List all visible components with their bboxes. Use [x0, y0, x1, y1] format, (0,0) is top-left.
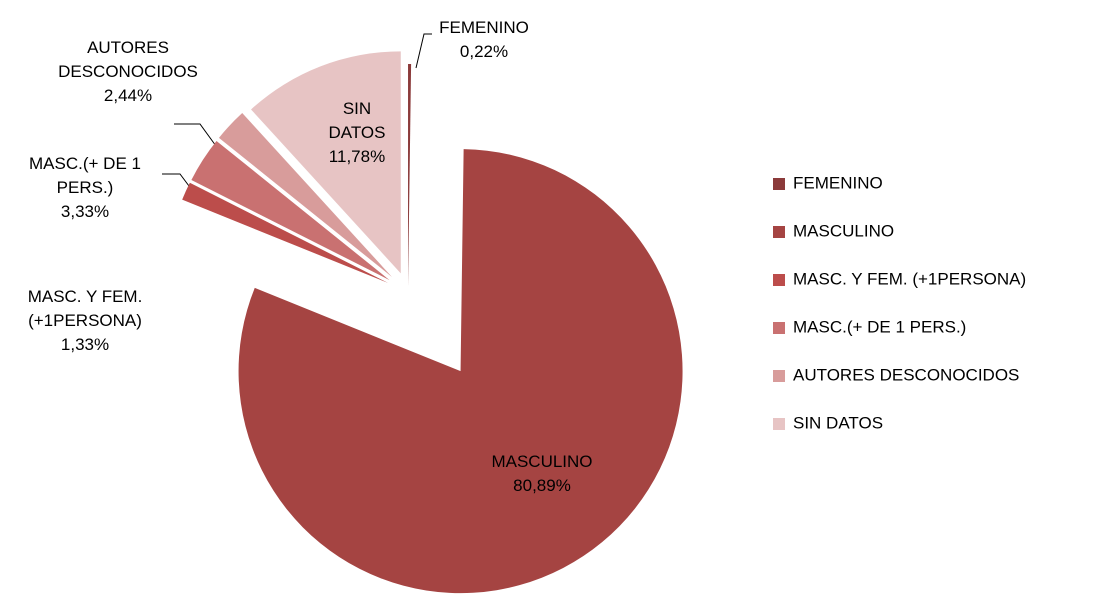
legend-swatch: [773, 322, 785, 334]
data-label-value: 1,33%: [60, 335, 110, 354]
data-label-value: 3,33%: [60, 202, 110, 221]
pie-slice: [182, 182, 388, 283]
legend-swatch: [773, 178, 785, 190]
legend-swatch: [773, 226, 785, 238]
data-label: AUTORES DESCONOCIDOS 2,44%: [28, 36, 228, 108]
legend-swatch: [773, 370, 785, 382]
legend-label: AUTORES DESCONOCIDOS: [793, 365, 1019, 384]
legend-label: MASCULINO: [793, 221, 894, 240]
data-label-name: MASCULINO: [491, 452, 593, 471]
data-label-name: FEMENINO: [439, 18, 529, 37]
leader-line: [415, 33, 432, 69]
data-label-name: AUTORES DESCONOCIDOS: [58, 38, 198, 81]
data-label: FEMENINO 0,22%: [434, 16, 534, 64]
leader-line: [174, 123, 217, 147]
data-label-value: 0,22%: [459, 42, 509, 61]
legend-label: MASC.(+ DE 1 PERS.): [793, 317, 966, 336]
legend-swatch: [773, 274, 785, 286]
pie-slice: [408, 64, 412, 287]
legend-label: FEMENINO: [793, 173, 883, 192]
pie-slice: [238, 149, 683, 594]
legend-swatch: [773, 418, 785, 430]
data-label-name: SIN DATOS: [328, 99, 386, 142]
data-label: SIN DATOS 11,78%: [317, 97, 397, 169]
data-label: MASC.(+ DE 1 PERS.) 3,33%: [5, 152, 165, 224]
data-label-value: 11,78%: [328, 147, 386, 166]
legend-label: MASC. Y FEM. (+1PERSONA): [793, 269, 1026, 288]
data-label-name: MASC.(+ DE 1 PERS.): [29, 154, 141, 197]
pie-slice: [191, 140, 390, 281]
data-label: MASC. Y FEM. (+1PERSONA) 1,33%: [5, 285, 165, 357]
data-label-name: MASC. Y FEM. (+1PERSONA): [27, 287, 143, 330]
pie-slice: [218, 113, 392, 277]
pie-slice: [251, 51, 401, 274]
leader-line: [162, 173, 193, 191]
data-label: MASCULINO 80,89%: [462, 450, 622, 498]
data-label-value: 2,44%: [103, 86, 153, 105]
data-label-value: 80,89%: [513, 476, 571, 495]
legend-label: SIN DATOS: [793, 413, 883, 432]
